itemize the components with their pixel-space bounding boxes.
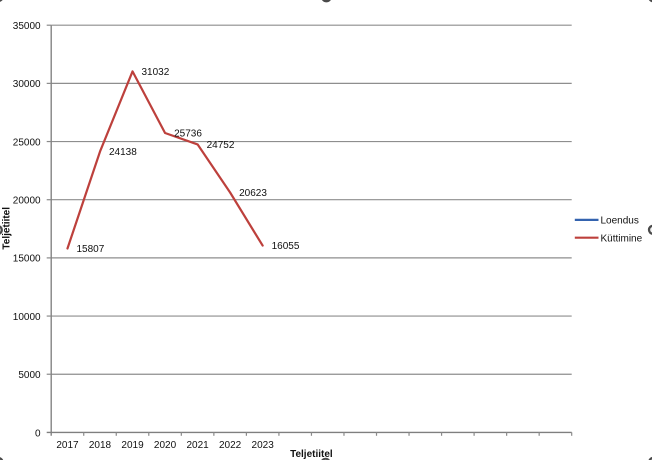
svg-text:24138: 24138	[109, 147, 137, 158]
svg-text:2018: 2018	[89, 440, 112, 451]
svg-text:20000: 20000	[13, 196, 41, 207]
svg-text:2020: 2020	[154, 440, 177, 451]
svg-text:2019: 2019	[121, 440, 144, 451]
svg-text:2023: 2023	[252, 440, 275, 451]
svg-text:10000: 10000	[13, 312, 41, 323]
svg-text:30000: 30000	[13, 79, 41, 90]
svg-text:31032: 31032	[142, 67, 170, 78]
svg-text:25736: 25736	[174, 129, 202, 140]
svg-text:2022: 2022	[219, 440, 242, 451]
svg-text:Küttimine: Küttimine	[601, 233, 643, 244]
svg-text:Teljetiitel: Teljetiitel	[290, 449, 333, 460]
svg-text:20623: 20623	[239, 188, 267, 199]
svg-text:2021: 2021	[186, 440, 209, 451]
svg-text:Teljetiitel: Teljetiitel	[2, 207, 13, 250]
svg-text:25000: 25000	[13, 137, 41, 148]
svg-text:24752: 24752	[207, 140, 235, 151]
svg-text:2017: 2017	[56, 440, 79, 451]
svg-text:0: 0	[35, 428, 41, 439]
svg-text:15807: 15807	[77, 244, 105, 255]
svg-text:16055: 16055	[272, 241, 300, 252]
svg-text:Loendus: Loendus	[601, 216, 639, 227]
svg-text:35000: 35000	[13, 21, 41, 32]
svg-text:5000: 5000	[18, 370, 41, 381]
svg-text:15000: 15000	[13, 254, 41, 265]
